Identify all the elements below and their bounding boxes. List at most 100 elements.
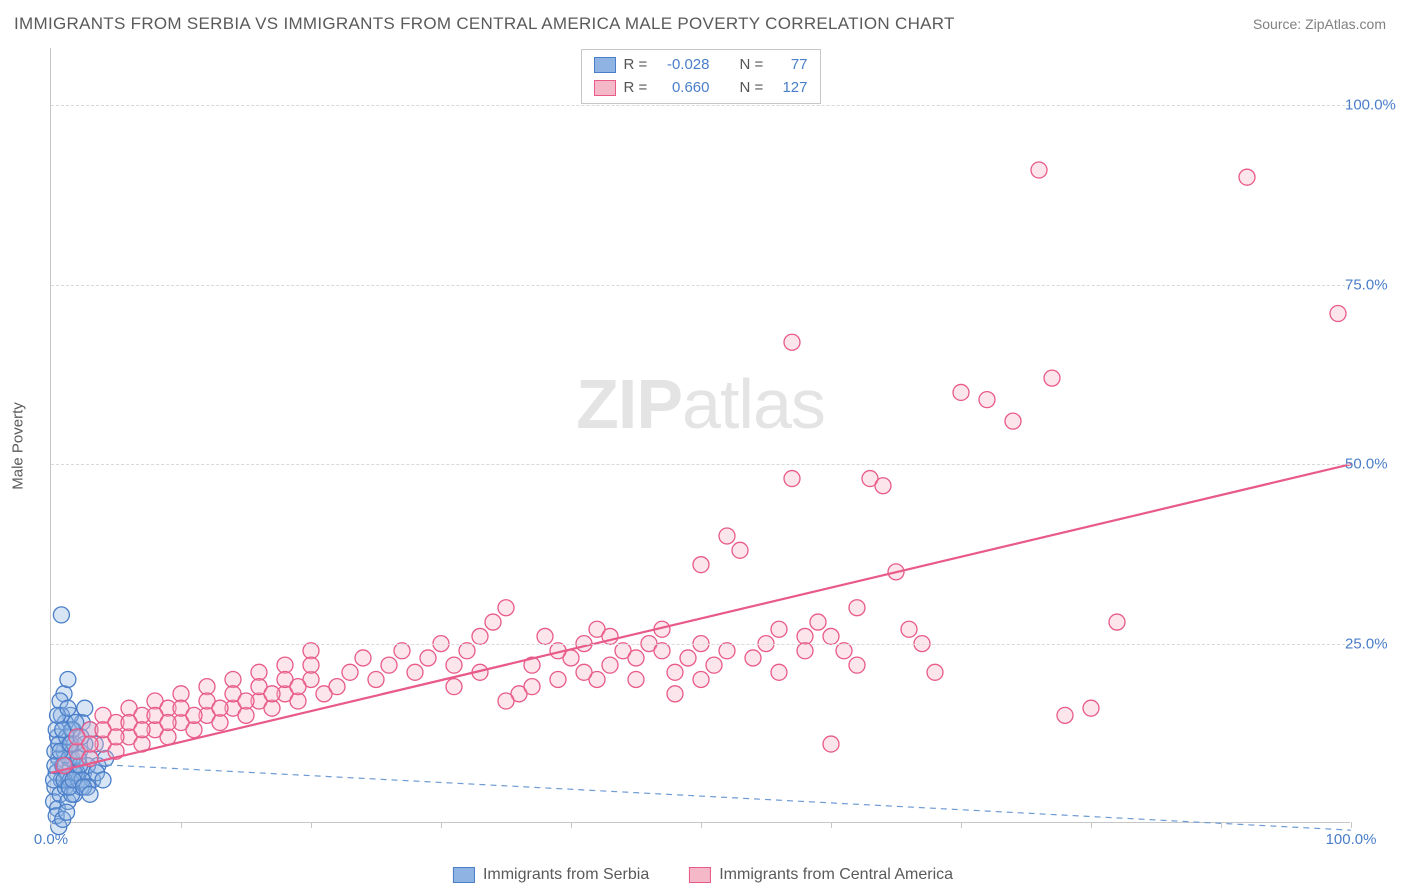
x-tick — [441, 822, 442, 828]
data-point — [355, 650, 371, 666]
data-point — [264, 686, 280, 702]
data-point — [459, 643, 475, 659]
data-point — [60, 671, 76, 687]
data-point — [784, 471, 800, 487]
data-point — [199, 679, 215, 695]
data-point — [823, 628, 839, 644]
data-point — [485, 614, 501, 630]
trend-line — [51, 464, 1351, 773]
legend-row: R = -0.028 N = 77 — [594, 54, 808, 77]
data-point — [82, 736, 98, 752]
data-point — [368, 671, 384, 687]
data-point — [1109, 614, 1125, 630]
data-point — [394, 643, 410, 659]
data-point — [823, 736, 839, 752]
data-point — [537, 628, 553, 644]
gridline — [51, 644, 1350, 645]
x-tick — [181, 822, 182, 828]
trend-line — [51, 762, 1351, 830]
x-tick — [571, 822, 572, 828]
data-point — [264, 700, 280, 716]
data-point — [238, 707, 254, 723]
legend-r-label: R = — [624, 54, 650, 77]
data-point — [53, 607, 69, 623]
x-tick-label: 0.0% — [34, 831, 68, 848]
legend-row: R =0.660N =127 — [594, 77, 808, 100]
legend-r-value: -0.028 — [658, 54, 710, 77]
data-point — [173, 686, 189, 702]
plot-area: ZIPatlas R =-0.028N =77R =0.660N =127 25… — [50, 48, 1350, 823]
data-point — [1057, 707, 1073, 723]
series-legend-item: Immigrants from Serbia — [453, 866, 649, 884]
data-point — [134, 722, 150, 738]
data-point — [836, 643, 852, 659]
legend-swatch — [453, 867, 475, 883]
data-point — [160, 729, 176, 745]
legend-swatch — [689, 867, 711, 883]
data-point — [654, 643, 670, 659]
series-name: Immigrants from Central America — [719, 866, 953, 884]
data-point — [472, 628, 488, 644]
data-point — [420, 650, 436, 666]
data-point — [1005, 413, 1021, 429]
data-point — [732, 542, 748, 558]
y-tick-label: 25.0% — [1345, 635, 1400, 652]
x-tick — [1091, 822, 1092, 828]
data-point — [251, 664, 267, 680]
data-point — [979, 392, 995, 408]
data-point — [550, 671, 566, 687]
data-point — [186, 722, 202, 738]
data-point — [446, 679, 462, 695]
data-point — [719, 643, 735, 659]
y-axis-title: Male Poverty — [10, 402, 27, 490]
data-point — [212, 715, 228, 731]
data-point — [849, 600, 865, 616]
legend-swatch — [594, 80, 616, 96]
x-tick — [311, 822, 312, 828]
data-point — [693, 557, 709, 573]
correlation-legend: R = -0.028 N = 77R =0.660N =127 — [581, 49, 821, 104]
data-point — [1239, 169, 1255, 185]
x-tick — [1221, 822, 1222, 828]
scatter-plot-svg — [51, 48, 1350, 822]
data-point — [693, 671, 709, 687]
data-point — [797, 643, 813, 659]
data-point — [186, 707, 202, 723]
source-attribution: Source: ZipAtlas.com — [1253, 16, 1386, 32]
y-tick-label: 50.0% — [1345, 456, 1400, 473]
data-point — [68, 715, 84, 731]
data-point — [238, 693, 254, 709]
data-point — [927, 664, 943, 680]
x-tick-label: 100.0% — [1326, 831, 1377, 848]
data-point — [60, 700, 76, 716]
data-point — [1044, 370, 1060, 386]
data-point — [953, 384, 969, 400]
series-name: Immigrants from Serbia — [483, 866, 649, 884]
data-point — [290, 693, 306, 709]
data-point — [82, 786, 98, 802]
data-point — [849, 657, 865, 673]
data-point — [797, 628, 813, 644]
chart-title: IMMIGRANTS FROM SERBIA VS IMMIGRANTS FRO… — [14, 14, 955, 34]
x-tick — [701, 822, 702, 828]
data-point — [95, 772, 111, 788]
data-point — [680, 650, 696, 666]
data-point — [303, 657, 319, 673]
data-point — [810, 614, 826, 630]
data-point — [719, 528, 735, 544]
legend-n-label: N = — [740, 54, 766, 77]
legend-n-value: 127 — [774, 77, 808, 100]
x-tick — [831, 822, 832, 828]
data-point — [706, 657, 722, 673]
data-point — [160, 715, 176, 731]
data-point — [212, 700, 228, 716]
y-tick-label: 100.0% — [1345, 97, 1400, 114]
data-point — [628, 650, 644, 666]
data-point — [407, 664, 423, 680]
data-point — [771, 621, 787, 637]
legend-n-value: 77 — [774, 54, 808, 77]
data-point — [667, 686, 683, 702]
data-point — [875, 478, 891, 494]
data-point — [628, 671, 644, 687]
data-point — [446, 657, 462, 673]
